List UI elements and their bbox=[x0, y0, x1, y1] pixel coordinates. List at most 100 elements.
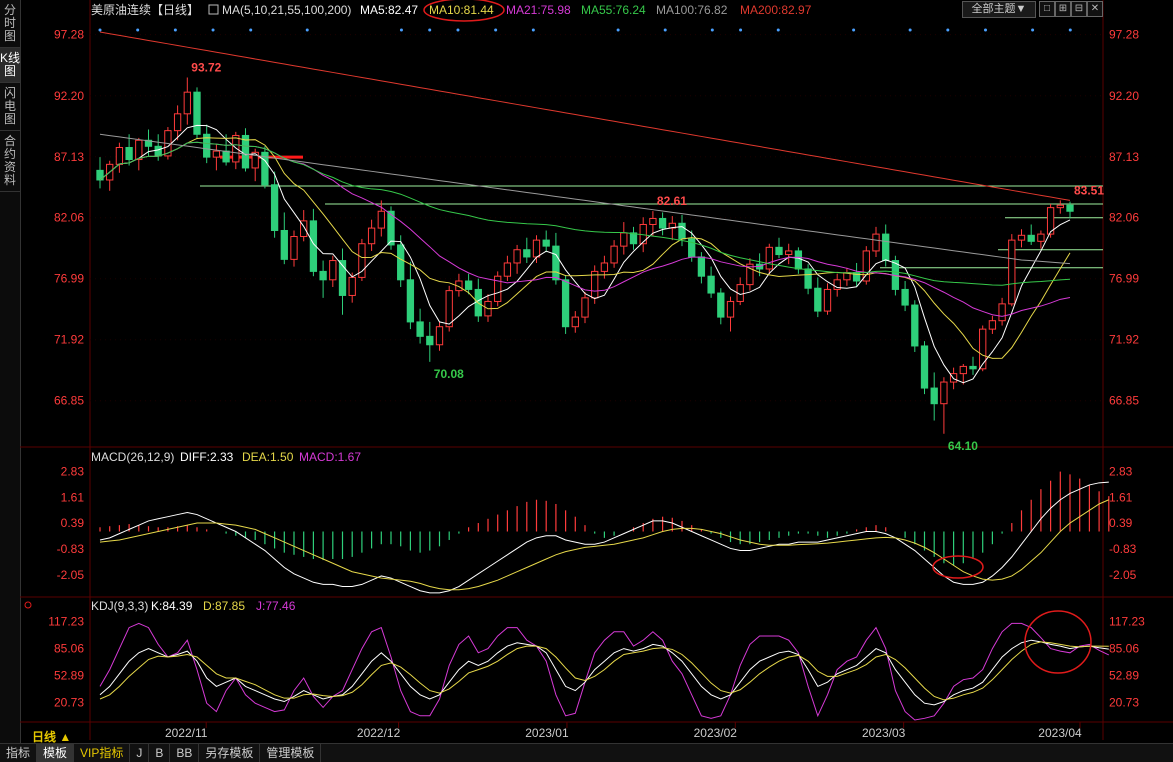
sidebar-item-timeshare[interactable]: 分时图 bbox=[0, 0, 20, 48]
x-tick-label: 2023/01 bbox=[525, 726, 569, 740]
window-maximize-icon[interactable]: □ bbox=[1039, 1, 1055, 17]
kdj-label: KDJ(9,3,3) bbox=[91, 599, 148, 613]
candle-body bbox=[1056, 204, 1064, 209]
ma-settings-icon[interactable] bbox=[208, 4, 219, 15]
ma200-line bbox=[99, 31, 1071, 201]
highlight-circle-ma10 bbox=[423, 0, 505, 22]
kdj-y-tick-left: 20.73 bbox=[54, 696, 84, 710]
signal-dot bbox=[983, 28, 987, 32]
tab-bb[interactable]: BB bbox=[170, 744, 200, 762]
candle-body bbox=[251, 151, 259, 169]
macd-dea-line bbox=[99, 499, 1110, 591]
candle-body bbox=[445, 290, 453, 328]
ma21-value: MA21:75.98 bbox=[506, 3, 571, 17]
candle-body bbox=[144, 139, 153, 147]
window-tile-icon[interactable]: ⊞ bbox=[1055, 1, 1071, 17]
candle-body bbox=[135, 139, 143, 161]
candle-body bbox=[600, 262, 609, 272]
macd-y-tick-left: -2.05 bbox=[57, 568, 85, 582]
kdj-y-tick-left: 117.23 bbox=[48, 615, 84, 629]
candle-body bbox=[358, 243, 366, 278]
window-close-icon[interactable]: ✕ bbox=[1087, 1, 1103, 17]
signal-dot bbox=[136, 28, 140, 32]
bottom-toolbar: 指标 模板 VIP指标 J B BB 另存模板 管理模板 bbox=[0, 743, 1173, 762]
period-selector[interactable]: 日线 ▲ bbox=[32, 730, 72, 744]
tab-templates[interactable]: 模板 bbox=[37, 744, 75, 762]
sidebar-item-flash[interactable]: 闪电图 bbox=[0, 83, 20, 131]
candle-body bbox=[261, 151, 269, 186]
macd-dea-value: DEA:1.50 bbox=[242, 450, 294, 464]
candle-body bbox=[523, 249, 531, 258]
candle-body bbox=[232, 134, 240, 163]
candle-body bbox=[1027, 234, 1035, 242]
tab-save-template[interactable]: 另存模板 bbox=[199, 744, 261, 762]
candle-body bbox=[1017, 234, 1026, 241]
macd-y-tick-left: 2.83 bbox=[61, 465, 85, 479]
candle-body bbox=[833, 279, 841, 290]
candle-body bbox=[930, 387, 938, 405]
candle-body bbox=[387, 210, 395, 246]
tab-b[interactable]: B bbox=[149, 744, 171, 762]
kdj-y-tick-right: 20.73 bbox=[1109, 696, 1139, 710]
candle-body bbox=[222, 150, 230, 163]
candle-body bbox=[920, 345, 929, 389]
y-tick-label-left: 97.28 bbox=[54, 28, 84, 42]
candle-body bbox=[872, 233, 880, 252]
candle-body bbox=[785, 250, 793, 256]
candle-body bbox=[765, 246, 773, 270]
price-annotation: 93.72 bbox=[191, 60, 221, 74]
candle-body bbox=[717, 292, 725, 318]
kdj-k-line bbox=[99, 639, 1109, 706]
candle-body bbox=[203, 133, 211, 158]
moving-averages bbox=[99, 31, 1071, 384]
candle-body bbox=[532, 239, 541, 258]
candle-body bbox=[406, 279, 415, 323]
theme-dropdown[interactable]: 全部主题▼ bbox=[962, 1, 1036, 18]
window-split-icon[interactable]: ⊟ bbox=[1071, 1, 1087, 17]
candle-body bbox=[969, 365, 977, 370]
candle-body bbox=[697, 256, 706, 277]
ma55-line bbox=[99, 141, 1071, 286]
signal-dot bbox=[663, 28, 667, 32]
sidebar-item-kline[interactable]: K线图 bbox=[0, 48, 20, 83]
candle-body bbox=[1066, 204, 1074, 212]
candle-body bbox=[726, 300, 735, 318]
sidebar-item-contract-info[interactable]: 合约资料 bbox=[0, 131, 20, 192]
candle-body bbox=[367, 227, 376, 245]
signal-dot bbox=[399, 28, 403, 32]
ma200-value: MA200:82.97 bbox=[740, 3, 812, 17]
tab-vip-indicators[interactable]: VIP指标 bbox=[74, 744, 131, 762]
tab-indicators[interactable]: 指标 bbox=[0, 744, 38, 762]
price-annotation: 70.08 bbox=[434, 367, 464, 381]
highlight-circle-macd bbox=[932, 555, 984, 579]
macd-y-tick-left: -0.83 bbox=[57, 542, 85, 556]
signal-dot bbox=[531, 28, 535, 32]
kdj-j-line bbox=[99, 622, 1110, 721]
candle-body bbox=[125, 146, 133, 161]
macd-y-tick-right: 0.39 bbox=[1109, 516, 1133, 530]
candle-body bbox=[959, 365, 967, 375]
ma10-line bbox=[99, 137, 1071, 359]
signal-dot bbox=[173, 28, 177, 32]
candle-body bbox=[513, 249, 521, 264]
candle-body bbox=[561, 279, 570, 328]
candle-body bbox=[464, 280, 473, 290]
y-tick-label-right: 97.28 bbox=[1109, 28, 1139, 42]
kdj-y-tick-right: 52.89 bbox=[1109, 669, 1139, 683]
signal-dot bbox=[852, 28, 856, 32]
candle-body bbox=[494, 275, 502, 302]
symbol-title: 美原油连续【日线】 bbox=[91, 2, 199, 17]
candle-body bbox=[154, 145, 162, 157]
signal-dot bbox=[616, 28, 620, 32]
ma-label: MA(5,10,21,55,100,200) bbox=[222, 3, 351, 17]
candle-body bbox=[319, 270, 327, 281]
kdj-panel bbox=[99, 622, 1110, 721]
candle-body bbox=[629, 232, 638, 245]
x-tick-label: 2023/02 bbox=[694, 726, 738, 740]
tab-manage-templates[interactable]: 管理模板 bbox=[260, 744, 322, 762]
candle-body bbox=[998, 303, 1006, 322]
signal-dot bbox=[98, 28, 102, 32]
ma55-value: MA55:76.24 bbox=[581, 3, 646, 17]
tab-j[interactable]: J bbox=[130, 744, 150, 762]
kdj-settings-icon[interactable] bbox=[24, 601, 32, 609]
